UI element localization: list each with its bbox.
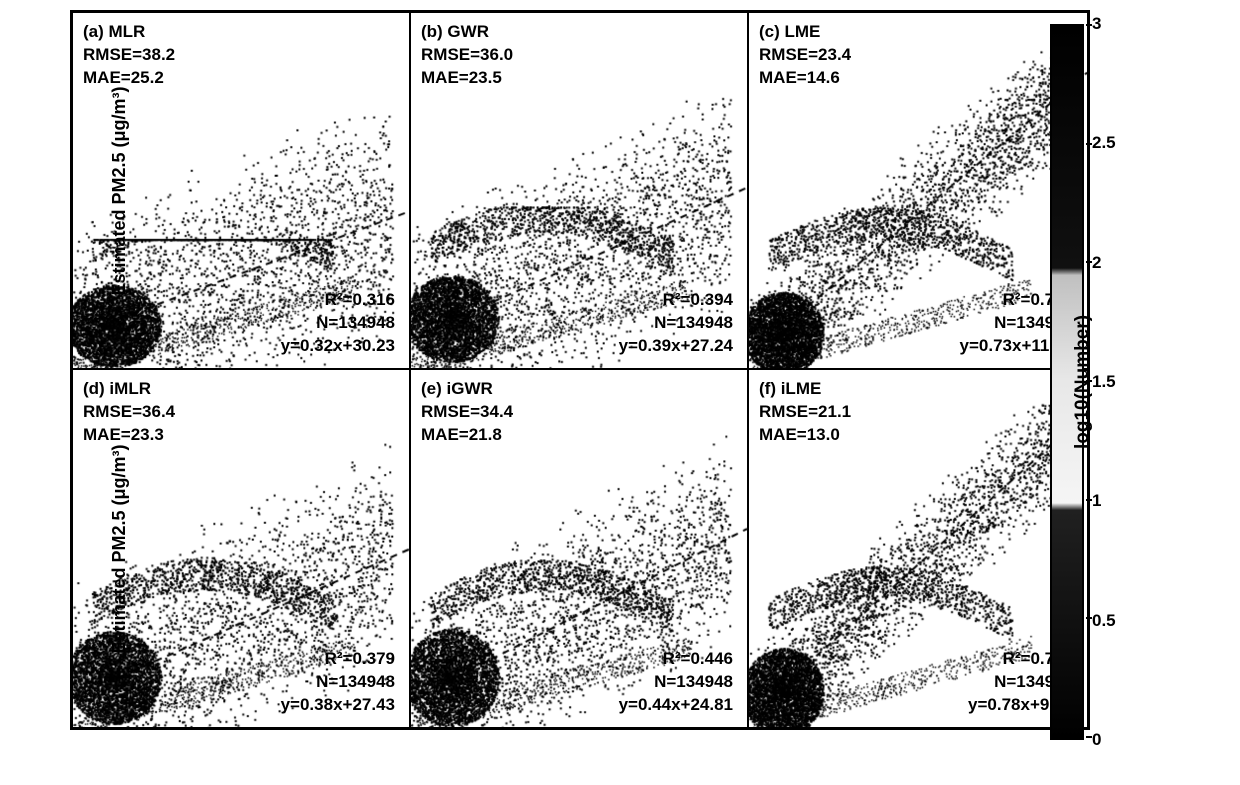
panel-d: Estimated PM2.5 (μg/m³)060120180240300Me… [73, 370, 411, 727]
panel-rmse: RMSE=36.4 [83, 401, 175, 424]
panel-n: N=134948 [281, 671, 395, 694]
panel-b: (b) GWRRMSE=36.0MAE=23.5 R²=0.394N=134948… [411, 13, 749, 370]
panel-stats-top: (b) GWRRMSE=36.0MAE=23.5 [421, 21, 513, 90]
figure-container: Estimated PM2.5 (μg/m³)060120180240300(a… [70, 10, 1120, 775]
panel-rmse: RMSE=21.1 [759, 401, 851, 424]
panel-e: Measured PM2.5 (μg/m³)060120180240300(e)… [411, 370, 749, 727]
panel-rmse: RMSE=38.2 [83, 44, 175, 67]
panel-mae: MAE=25.2 [83, 67, 175, 90]
panel-mae: MAE=14.6 [759, 67, 851, 90]
panel-stats-top: (d) iMLRRMSE=36.4MAE=23.3 [83, 378, 175, 447]
panel-title: (c) LME [759, 21, 851, 44]
panel-stats-top: (c) LMERMSE=23.4MAE=14.6 [759, 21, 851, 90]
panel-a: Estimated PM2.5 (μg/m³)060120180240300(a… [73, 13, 411, 370]
panel-n: N=134948 [619, 671, 733, 694]
colorbar-tick-label: 1.5 [1092, 372, 1116, 392]
panel-n: N=134948 [619, 312, 733, 335]
panel-rmse: RMSE=34.4 [421, 401, 513, 424]
panel-eq: y=0.39x+27.24 [619, 335, 733, 358]
colorbar-tick-label: 3 [1092, 14, 1101, 34]
panel-eq: y=0.32x+30.23 [281, 335, 395, 358]
panel-stats-bottom: R²=0.446N=134948y=0.44x+24.81 [619, 648, 733, 717]
panel-rmse: RMSE=36.0 [421, 44, 513, 67]
panel-mae: MAE=21.8 [421, 424, 513, 447]
panel-stats-top: (f) iLMERMSE=21.1MAE=13.0 [759, 378, 851, 447]
panel-r2: R²=0.446 [619, 648, 733, 671]
panel-stats-bottom: R²=0.394N=134948y=0.39x+27.24 [619, 289, 733, 358]
panel-mae: MAE=23.3 [83, 424, 175, 447]
panel-f: Measured PM2.5 (μg/m³)060120180240300(f)… [749, 370, 1087, 727]
colorbar-tick-label: 0 [1092, 730, 1101, 750]
panel-title: (d) iMLR [83, 378, 175, 401]
panel-stats-top: (e) iGWRRMSE=34.4MAE=21.8 [421, 378, 513, 447]
panel-stats-bottom: R²=0.316N=134948y=0.32x+30.23 [281, 289, 395, 358]
panel-mae: MAE=23.5 [421, 67, 513, 90]
panel-stats-bottom: R²=0.379N=134948y=0.38x+27.43 [281, 648, 395, 717]
colorbar-tick-label: 0.5 [1092, 611, 1116, 631]
panel-c: (c) LMERMSE=23.4MAE=14.6R²=0.743N=134948… [749, 13, 1087, 370]
panel-title: (f) iLME [759, 378, 851, 401]
panel-stats-top: (a) MLRRMSE=38.2MAE=25.2 [83, 21, 175, 90]
panel-eq: y=0.38x+27.43 [281, 694, 395, 717]
panel-rmse: RMSE=23.4 [759, 44, 851, 67]
panel-n: N=134948 [281, 312, 395, 335]
panel-title: (a) MLR [83, 21, 175, 44]
panel-r2: R²=0.316 [281, 289, 395, 312]
panel-title: (b) GWR [421, 21, 513, 44]
panel-title: (e) iGWR [421, 378, 513, 401]
panel-r2: R²=0.379 [281, 648, 395, 671]
colorbar-tick-label: 2 [1092, 253, 1101, 273]
panel-eq: y=0.44x+24.81 [619, 694, 733, 717]
panel-mae: MAE=13.0 [759, 424, 851, 447]
colorbar-tick-label: 2.5 [1092, 133, 1116, 153]
colorbar-label: log10(Number) [1072, 315, 1094, 449]
panel-r2: R²=0.394 [619, 289, 733, 312]
panel-grid: Estimated PM2.5 (μg/m³)060120180240300(a… [70, 10, 1090, 730]
colorbar-tick-label: 1 [1092, 491, 1101, 511]
colorbar-container: 00.511.522.53 log10(Number) [1050, 24, 1090, 740]
